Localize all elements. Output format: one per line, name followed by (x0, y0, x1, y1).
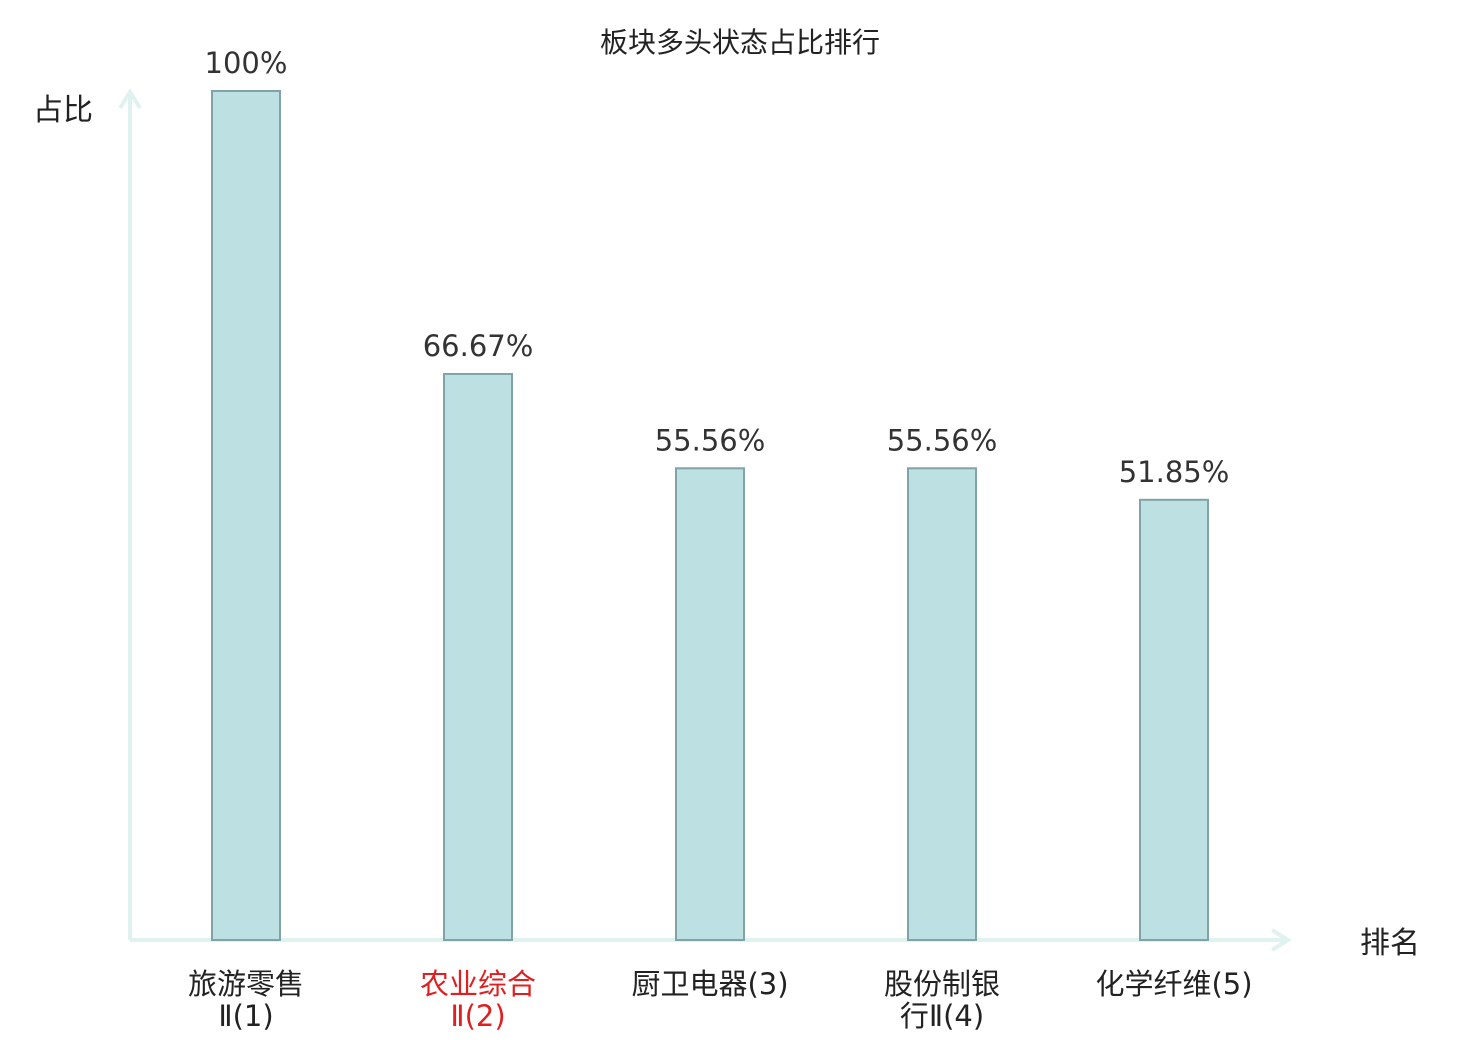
tick-label-1: 旅游零售 Ⅱ(1) (188, 967, 304, 1033)
bar-4 (907, 467, 977, 941)
category-labels: 旅游零售 Ⅱ(1) 农业综合 Ⅱ(2) 厨卫电器(3) 股份制银行Ⅱ(4) 化学纤维(5) (188, 967, 1253, 1033)
tick-label-line: 行Ⅱ(4) (900, 999, 984, 1033)
bar-3 (675, 467, 745, 941)
data-label-2: 66.67% (423, 329, 534, 363)
data-label-3: 55.56% (655, 423, 766, 457)
chart-title: 板块多头状态占比排行 (600, 26, 880, 59)
tick-label-5: 化学纤维(5) (1095, 967, 1252, 1001)
tick-label-line: 厨卫电器(3) (631, 967, 788, 1001)
bars (211, 90, 1209, 942)
tick-label-line: 旅游零售 (188, 967, 304, 1001)
value-labels: 100% 66.67% 55.56% 55.56% 51.85% (205, 46, 1230, 489)
tick-label-line: Ⅱ(2) (450, 999, 505, 1033)
data-label-1: 100% (205, 46, 288, 80)
tick-label-line: 股份制银 (884, 967, 1000, 1001)
data-label-4: 55.56% (887, 423, 998, 457)
tick-label-4: 股份制银行Ⅱ(4) (884, 967, 1000, 1033)
tick-label-line: 化学纤维(5) (1095, 967, 1252, 1001)
x-axis-label: 排名 (1360, 926, 1420, 961)
y-axis-label: 占比 (33, 93, 93, 128)
x-axis-arrow (1270, 928, 1292, 952)
tick-label-3: 厨卫电器(3) (631, 967, 788, 1001)
tick-label-2: 农业综合 Ⅱ(2) (420, 967, 536, 1033)
tick-label-line: 农业综合 (420, 967, 536, 1001)
bar-5 (1139, 498, 1209, 941)
data-label-5: 51.85% (1119, 455, 1230, 489)
bar-2 (443, 372, 513, 942)
tick-label-line: Ⅱ(1) (218, 999, 273, 1033)
y-axis-arrow (118, 88, 142, 110)
bar-1 (211, 90, 281, 941)
